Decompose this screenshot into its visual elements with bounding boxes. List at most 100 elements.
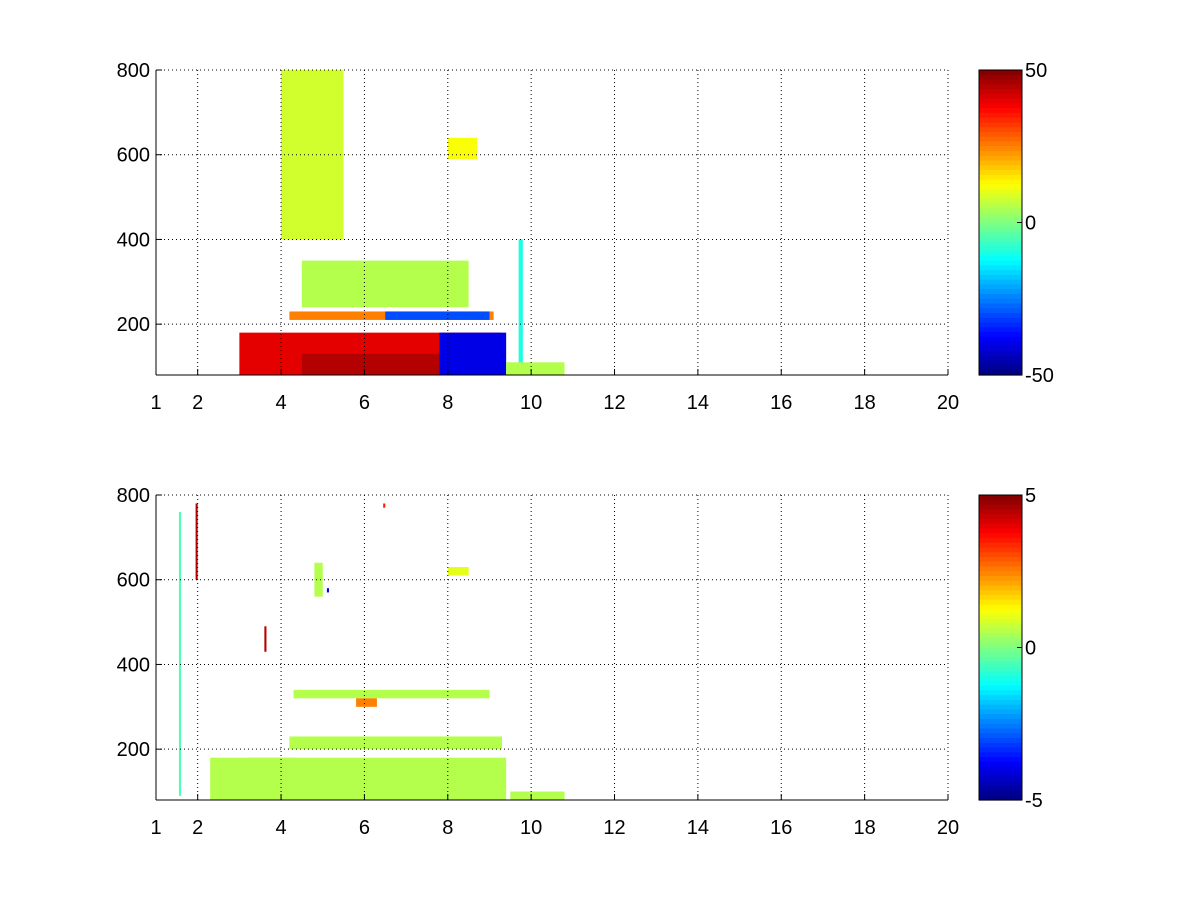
colorbar-swatch bbox=[979, 761, 1022, 768]
heatmap-cell bbox=[356, 698, 377, 707]
colorbar-swatch bbox=[979, 174, 1022, 181]
colorbar-tick-label: 0 bbox=[1025, 638, 1036, 660]
colorbar-swatch bbox=[979, 747, 1022, 753]
colorbar-swatch bbox=[979, 146, 1022, 152]
colorbar-swatch bbox=[979, 108, 1022, 114]
colorbar-swatch bbox=[979, 695, 1022, 701]
colorbar-swatch bbox=[979, 604, 1022, 610]
colorbar-swatch bbox=[979, 308, 1022, 314]
colorbar-swatch bbox=[979, 84, 1022, 90]
colorbar-swatch bbox=[979, 289, 1022, 295]
colorbar-swatch bbox=[979, 528, 1022, 534]
colorbar-swatch bbox=[979, 780, 1022, 787]
colorbar-swatch bbox=[979, 561, 1022, 568]
colorbar-swatch bbox=[979, 637, 1022, 644]
colorbar-swatch bbox=[979, 576, 1022, 582]
x-tick-label: 20 bbox=[937, 392, 959, 414]
colorbar-swatch bbox=[979, 509, 1022, 515]
colorbar-swatch bbox=[979, 618, 1022, 625]
colorbar-swatch bbox=[979, 790, 1022, 796]
colorbar-swatch bbox=[979, 771, 1022, 777]
colorbar-swatch bbox=[979, 189, 1022, 195]
colorbar-tick-label: 5 bbox=[1025, 485, 1036, 507]
colorbar-swatch bbox=[979, 198, 1022, 205]
x-tick-label: 6 bbox=[359, 392, 370, 414]
x-tick-label: 14 bbox=[687, 392, 709, 414]
y-tick-label: 400 bbox=[117, 654, 150, 676]
colorbar-swatch bbox=[979, 766, 1022, 773]
colorbar-swatch bbox=[979, 661, 1022, 668]
colorbar-swatch bbox=[979, 657, 1022, 663]
colorbar-swatch bbox=[979, 370, 1022, 376]
colorbar-swatch bbox=[979, 236, 1022, 243]
colorbar-swatch bbox=[979, 170, 1022, 176]
colorbar-swatch bbox=[979, 599, 1022, 606]
y-tick-label: 200 bbox=[117, 314, 150, 336]
colorbar-swatch bbox=[979, 98, 1022, 104]
colorbar-tick-label: 50 bbox=[1025, 60, 1047, 82]
colorbar-swatch bbox=[979, 141, 1022, 147]
colorbar-swatch bbox=[979, 346, 1022, 352]
colorbar-swatch bbox=[979, 274, 1022, 281]
colorbar-swatch bbox=[979, 542, 1022, 549]
x-tick-label: 16 bbox=[770, 392, 792, 414]
colorbar: 50 0 -50 bbox=[978, 60, 1054, 387]
x-tick-label: 4 bbox=[275, 392, 286, 414]
colorbar-swatch bbox=[979, 595, 1022, 601]
colorbar-swatch bbox=[979, 89, 1022, 95]
colorbar-swatch bbox=[979, 279, 1022, 286]
x-tick-label: 8 bbox=[442, 392, 453, 414]
colorbar-swatch bbox=[979, 652, 1022, 658]
colorbar-swatch bbox=[979, 614, 1022, 620]
x-tick-label: 12 bbox=[603, 392, 625, 414]
heatmap-cell bbox=[518, 239, 523, 375]
x-tick-label: 16 bbox=[770, 817, 792, 839]
colorbar-swatch bbox=[979, 322, 1022, 328]
y-tick-label: 800 bbox=[117, 60, 150, 82]
colorbar-tick-label: -50 bbox=[1025, 365, 1054, 387]
colorbar-swatch bbox=[979, 718, 1022, 725]
colorbar-swatch bbox=[979, 556, 1022, 563]
colorbar-swatch bbox=[979, 609, 1022, 615]
x-tick-label: 18 bbox=[854, 817, 876, 839]
colorbar-swatch bbox=[979, 93, 1022, 100]
x-tick-label: 6 bbox=[359, 817, 370, 839]
x-tick-label: 2 bbox=[192, 392, 203, 414]
colorbar-swatch bbox=[979, 714, 1022, 720]
colorbar-swatch bbox=[979, 699, 1022, 706]
colorbar-swatch bbox=[979, 738, 1022, 744]
colorbar-swatch bbox=[979, 212, 1022, 219]
colorbar-swatch bbox=[979, 552, 1022, 558]
x-tick-label: 8 bbox=[442, 817, 453, 839]
colorbar-swatch bbox=[979, 523, 1022, 529]
colorbar-swatch bbox=[979, 566, 1022, 572]
heatmap-cell bbox=[326, 588, 329, 593]
x-tick-label: 18 bbox=[854, 392, 876, 414]
heatmap-cell bbox=[383, 503, 386, 508]
colorbar-swatch bbox=[979, 785, 1022, 792]
colorbar-swatch bbox=[979, 685, 1022, 691]
colorbar-swatch bbox=[979, 117, 1022, 124]
x-tick-label: 10 bbox=[520, 817, 542, 839]
colorbar-swatch bbox=[979, 241, 1022, 247]
heatmap-cell bbox=[293, 689, 490, 699]
colorbar-swatch bbox=[979, 585, 1022, 591]
colorbar-swatch bbox=[979, 723, 1022, 730]
colorbar-swatch bbox=[979, 131, 1022, 138]
colorbar-swatch bbox=[979, 293, 1022, 300]
colorbar-swatch bbox=[979, 499, 1022, 506]
colorbar-swatch bbox=[979, 270, 1022, 276]
colorbar-swatch bbox=[979, 303, 1022, 309]
y-tick-label: 600 bbox=[117, 570, 150, 592]
colorbar-swatch bbox=[979, 165, 1022, 171]
colorbar-swatch bbox=[979, 360, 1022, 367]
y-tick-label: 800 bbox=[117, 485, 150, 507]
colorbar-swatch bbox=[979, 795, 1022, 801]
colorbar-swatch bbox=[979, 127, 1022, 133]
heatmap-cell bbox=[506, 362, 565, 375]
colorbar-swatch bbox=[979, 590, 1022, 596]
colorbar-swatch bbox=[979, 504, 1022, 510]
colorbar-swatch bbox=[979, 317, 1022, 324]
